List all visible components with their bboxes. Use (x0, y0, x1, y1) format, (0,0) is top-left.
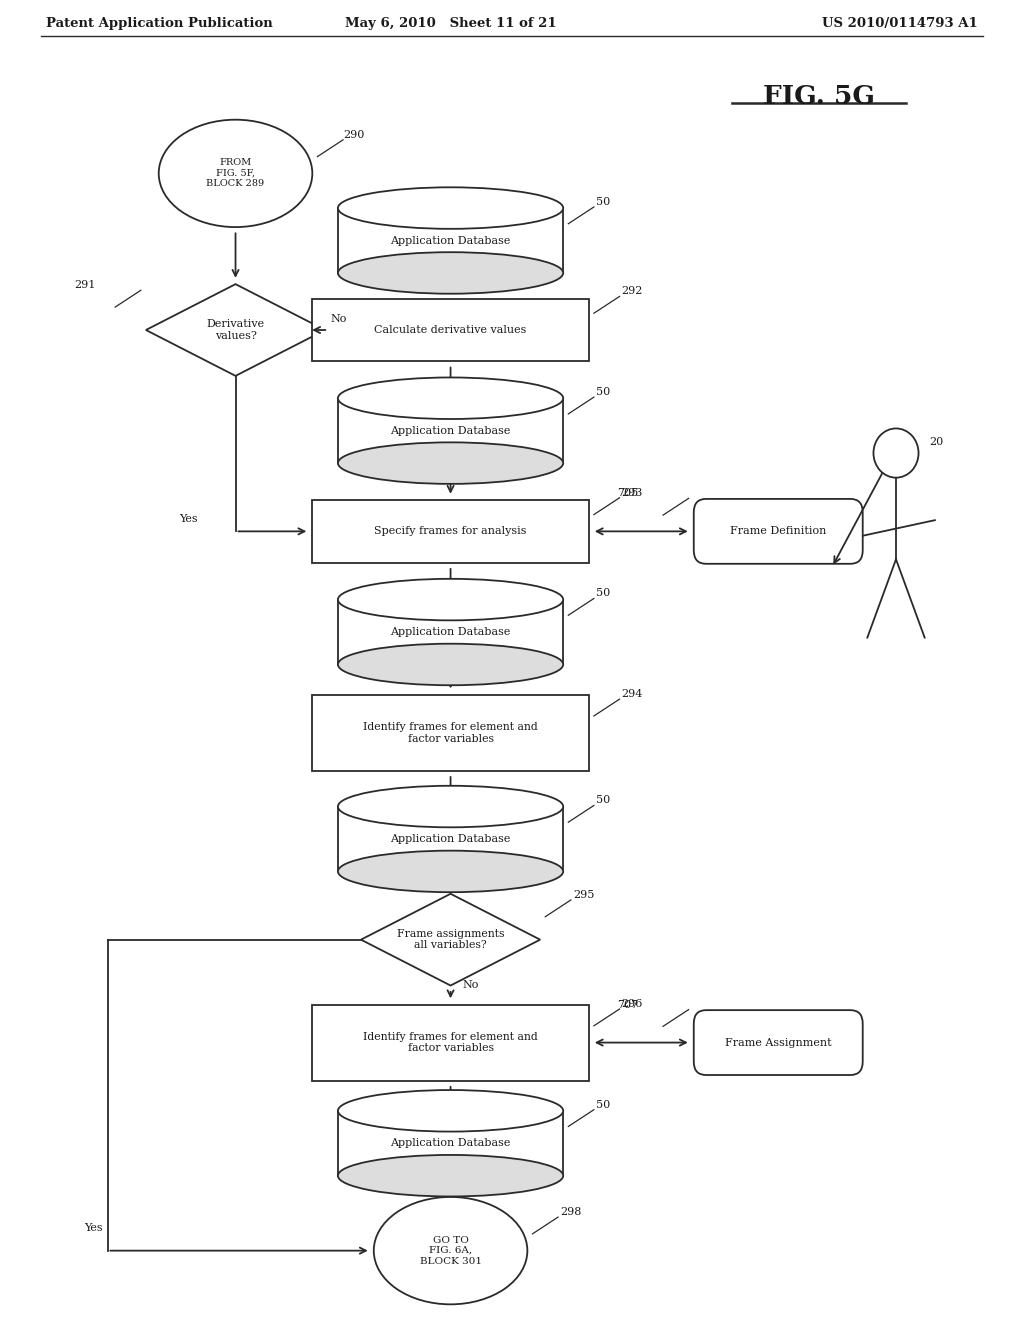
Text: No: No (330, 314, 346, 325)
Text: 50: 50 (596, 197, 610, 207)
Ellipse shape (338, 1155, 563, 1196)
Ellipse shape (338, 579, 563, 620)
Ellipse shape (338, 1090, 563, 1131)
Text: Yes: Yes (179, 515, 198, 524)
Bar (338, 1111, 563, 1176)
Text: 50: 50 (596, 1100, 610, 1110)
Bar (338, 599, 563, 664)
Bar (338, 209, 563, 273)
Text: 292: 292 (622, 286, 643, 297)
Text: 705: 705 (616, 488, 638, 499)
Bar (312, 298, 589, 362)
Text: Identify frames for element and
factor variables: Identify frames for element and factor v… (364, 1032, 538, 1053)
Bar (312, 694, 589, 771)
Text: Identify frames for element and
factor variables: Identify frames for element and factor v… (364, 722, 538, 743)
Text: Application Database: Application Database (390, 834, 511, 843)
Text: 50: 50 (596, 589, 610, 598)
FancyBboxPatch shape (694, 499, 862, 564)
Text: 291: 291 (75, 280, 95, 290)
Text: US 2010/0114793 A1: US 2010/0114793 A1 (822, 17, 978, 30)
Ellipse shape (338, 785, 563, 828)
Ellipse shape (159, 120, 312, 227)
Text: 20: 20 (929, 437, 943, 447)
Text: FROM
FIG. 5F,
BLOCK 289: FROM FIG. 5F, BLOCK 289 (207, 158, 264, 189)
Text: 290: 290 (343, 129, 365, 140)
Text: Frame Assignment: Frame Assignment (725, 1038, 831, 1048)
Circle shape (873, 429, 919, 478)
Text: 294: 294 (622, 689, 643, 700)
Ellipse shape (338, 378, 563, 418)
Text: GO TO
FIG. 6A,
BLOCK 301: GO TO FIG. 6A, BLOCK 301 (420, 1236, 481, 1266)
Text: Calculate derivative values: Calculate derivative values (375, 325, 526, 335)
Text: 50: 50 (596, 796, 610, 805)
Ellipse shape (338, 187, 563, 228)
Ellipse shape (338, 442, 563, 484)
Text: May 6, 2010   Sheet 11 of 21: May 6, 2010 Sheet 11 of 21 (345, 17, 556, 30)
Text: Application Database: Application Database (390, 425, 511, 436)
Text: Yes: Yes (84, 1222, 102, 1233)
Polygon shape (361, 894, 541, 986)
Polygon shape (146, 284, 326, 376)
Text: 296: 296 (622, 999, 643, 1008)
Text: Application Database: Application Database (390, 627, 511, 638)
Text: Application Database: Application Database (390, 235, 511, 246)
Ellipse shape (338, 644, 563, 685)
Bar (312, 500, 589, 562)
Text: Application Database: Application Database (390, 1138, 511, 1148)
FancyBboxPatch shape (694, 1010, 862, 1074)
Text: Patent Application Publication: Patent Application Publication (46, 17, 272, 30)
Text: FIG. 5G: FIG. 5G (763, 84, 876, 108)
Text: 293: 293 (622, 488, 643, 498)
Text: 298: 298 (560, 1206, 582, 1217)
Bar (338, 807, 563, 871)
Text: Frame assignments
all variables?: Frame assignments all variables? (397, 929, 504, 950)
Ellipse shape (338, 850, 563, 892)
Bar (312, 1005, 589, 1081)
Text: Derivative
values?: Derivative values? (207, 319, 264, 341)
Text: Frame Definition: Frame Definition (730, 527, 826, 536)
Text: 50: 50 (596, 387, 610, 397)
Text: No: No (463, 979, 479, 990)
Text: 707: 707 (616, 999, 638, 1010)
Text: Specify frames for analysis: Specify frames for analysis (375, 527, 526, 536)
Bar (338, 399, 563, 463)
Ellipse shape (374, 1197, 527, 1304)
Text: 295: 295 (573, 890, 594, 900)
Ellipse shape (338, 252, 563, 294)
